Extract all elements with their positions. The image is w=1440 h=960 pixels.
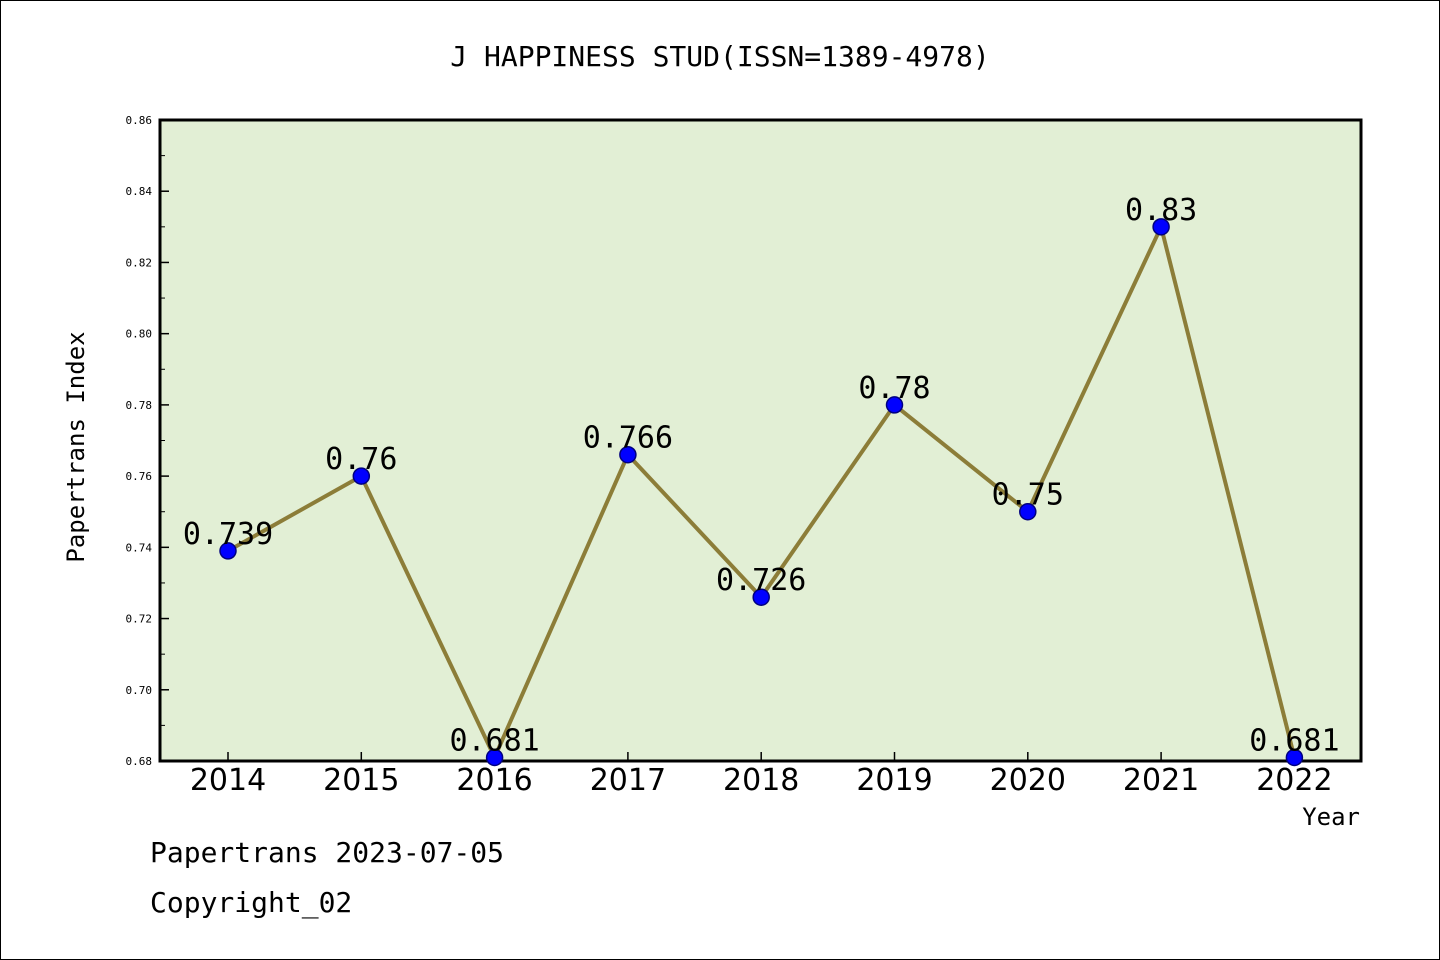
- data-label: 0.681: [449, 723, 539, 758]
- data-point: [1019, 502, 1037, 521]
- x-tick-label: 2017: [590, 763, 666, 798]
- x-axis: 2014 2015 2016 2017 2018 2019 2020 2021 2022: [190, 752, 1333, 798]
- series-markers: [219, 218, 1304, 767]
- data-point: [752, 588, 770, 606]
- x-tick-label: 2016: [456, 763, 532, 798]
- data-label: 0.726: [716, 563, 806, 598]
- x-tick-label: 2019: [856, 763, 932, 798]
- x-tick-label: 2015: [323, 763, 399, 798]
- data-point: [619, 445, 637, 464]
- x-tick-label: 2022: [1256, 763, 1332, 798]
- data-point: [219, 542, 237, 560]
- y-tick-label: 0.86: [126, 114, 153, 127]
- x-tick-label: 2018: [723, 763, 799, 798]
- x-tick-label: 2020: [990, 763, 1066, 798]
- data-point: [352, 467, 371, 485]
- data-label: 0.75: [992, 478, 1064, 513]
- y-axis-label: Papertrans Index: [62, 331, 90, 562]
- y-tick-label: 0.82: [126, 256, 153, 269]
- data-label: 0.766: [583, 421, 673, 456]
- y-tick-label: 0.80: [126, 328, 153, 341]
- data-point: [485, 748, 504, 767]
- data-label: 0.78: [858, 371, 930, 406]
- footer-date-text: Papertrans 2023-07-05: [150, 836, 505, 869]
- y-tick-label: 0.76: [126, 470, 153, 483]
- chart-title: J HAPPINESS STUD(ISSN=1389-4978): [450, 40, 989, 73]
- data-label: 0.83: [1125, 193, 1197, 228]
- y-tick-label: 0.78: [126, 399, 153, 412]
- y-tick-label: 0.70: [126, 684, 153, 697]
- x-tick-label: 2014: [190, 763, 266, 798]
- footer-copyright-text: Copyright_02: [150, 886, 353, 919]
- data-point: [1285, 748, 1304, 767]
- y-axis: 0.68 0.70 0.72 0.74 0.76 0.78 0.80 0.82 0.84 0.86: [126, 114, 169, 768]
- data-point: [1152, 218, 1170, 236]
- data-label: 0.739: [183, 517, 273, 552]
- x-axis-label: Year: [1302, 803, 1360, 831]
- x-tick-label: 2021: [1123, 763, 1199, 798]
- data-label: 0.76: [325, 442, 397, 477]
- data-label: 0.681: [1249, 723, 1339, 758]
- data-labels: 0.739 0.76 0.681 0.766 0.726 0.78 0.75 0.83 0.68…: [183, 193, 1340, 759]
- y-tick-label: 0.74: [126, 541, 153, 554]
- y-tick-label: 0.84: [126, 185, 153, 198]
- y-tick-label: 0.72: [126, 613, 153, 626]
- data-point: [885, 396, 904, 414]
- y-tick-label: 0.68: [126, 755, 153, 768]
